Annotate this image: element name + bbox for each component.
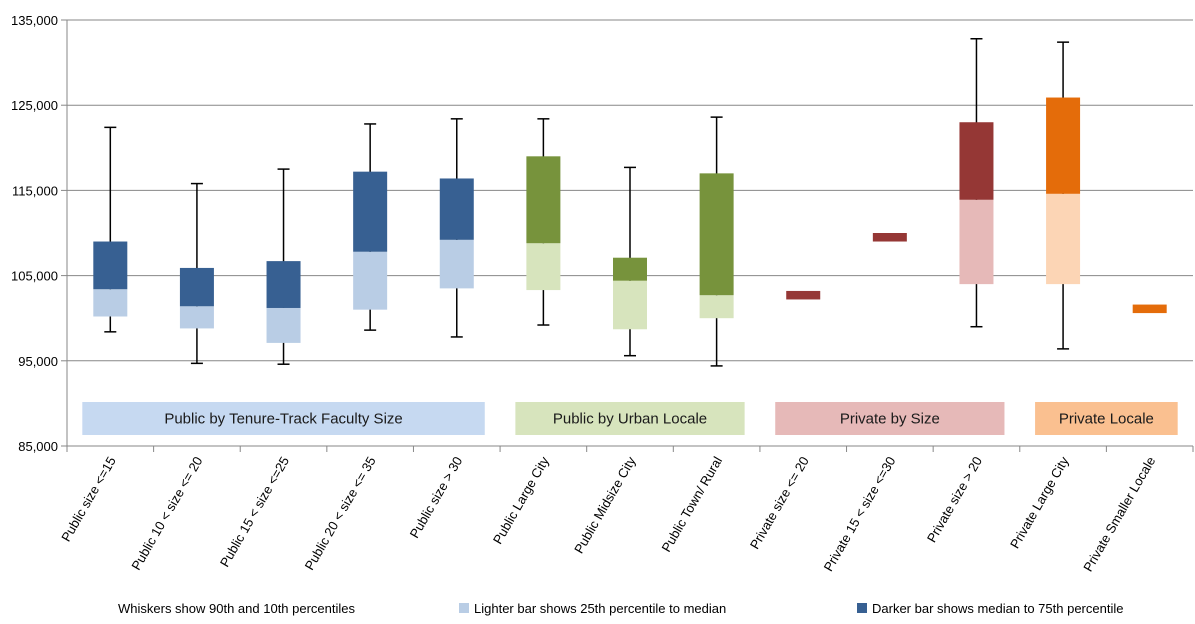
x-category-label: Private Smaller Locale	[1080, 454, 1158, 574]
group-label-background	[775, 402, 1005, 435]
box-1	[93, 126, 128, 333]
y-tick-label: 135,000	[11, 13, 58, 28]
box-4	[353, 123, 388, 331]
boxes	[93, 37, 1167, 367]
lower-box-p25-median	[266, 307, 301, 343]
upper-box-median-p75	[179, 267, 214, 307]
legend-item: Lighter bar shows 25th percentile to med…	[459, 601, 726, 616]
x-category-label: Public Midsize City	[571, 454, 639, 556]
upper-box-median-p75	[526, 156, 561, 244]
group-label-box: Public by Urban Locale	[515, 402, 745, 435]
upper-box-median-p75	[1132, 304, 1167, 314]
group-label-box: Public by Tenure-Track Faculty Size	[82, 402, 485, 435]
upper-box-median-p75	[266, 261, 301, 308]
legend-label: Whiskers show 90th and 10th percentiles	[118, 601, 356, 616]
group-label-box: Private by Size	[775, 402, 1005, 435]
lower-box-p25-median	[1046, 193, 1081, 285]
y-tick-label: 105,000	[11, 269, 58, 284]
box-10	[872, 233, 907, 242]
box-5	[439, 118, 474, 338]
legend-marker	[459, 603, 469, 613]
group-label-background	[515, 402, 745, 435]
y-tick-label: 125,000	[11, 98, 58, 113]
lower-box-p25-median	[93, 289, 128, 317]
upper-box-median-p75	[699, 173, 734, 296]
upper-box-median-p75	[786, 290, 821, 300]
legend-label: Lighter bar shows 25th percentile to med…	[474, 601, 726, 616]
lower-box-p25-median	[613, 280, 647, 330]
upper-box-median-p75	[93, 241, 128, 290]
x-category-label: Public 10 < size <= 20	[128, 454, 205, 573]
legend-marker	[857, 603, 867, 613]
upper-box-median-p75	[872, 233, 907, 242]
y-tick-label: 95,000	[18, 354, 58, 369]
box-7	[613, 166, 647, 357]
lower-box-p25-median	[959, 199, 994, 285]
group-label-text: Public by Urban Locale	[553, 411, 707, 428]
x-category-label: Public size > 30	[407, 454, 466, 541]
box-3	[266, 168, 301, 365]
box-9	[786, 290, 821, 300]
lower-box-p25-median	[353, 251, 388, 310]
legend-label: Darker bar shows median to 75th percenti…	[872, 601, 1123, 616]
category-labels: Public size <=15 Public 10 < size <= 20 Pu…	[58, 454, 1158, 575]
box-11	[959, 37, 994, 328]
legend: Whiskers show 90th and 10th percentiles L…	[118, 601, 1123, 616]
x-category-label: Public Town/ Rural	[659, 454, 726, 555]
group-label-text: Private by Size	[840, 411, 940, 428]
lower-box-p25-median	[526, 243, 561, 291]
x-category-label: Private size > 20	[924, 454, 985, 545]
box-12	[1046, 41, 1081, 350]
upper-box-median-p75	[353, 171, 388, 252]
y-tick-label: 85,000	[18, 439, 58, 454]
x-category-label: Public 15 < size <=25	[217, 454, 292, 569]
box-13	[1132, 304, 1167, 314]
group-label-background	[1035, 402, 1178, 435]
lower-box-p25-median	[439, 239, 474, 289]
group-label-background	[82, 402, 485, 435]
box-8	[699, 116, 734, 367]
x-category-label: Public 20 < size <= 35	[302, 454, 379, 573]
group-label-box: Private Locale	[1035, 402, 1178, 435]
group-labels: Public by Tenure-Track Faculty Size Publi…	[82, 402, 1178, 435]
lower-box-p25-median	[179, 306, 214, 329]
box-6	[526, 118, 561, 326]
legend-item: Darker bar shows median to 75th percenti…	[857, 601, 1123, 616]
upper-box-median-p75	[1046, 97, 1081, 194]
group-label-text: Public by Tenure-Track Faculty Size	[164, 411, 402, 428]
upper-box-median-p75	[613, 257, 647, 281]
x-category-label: Public Large City	[490, 454, 552, 547]
upper-box-median-p75	[959, 122, 994, 200]
legend-item: Whiskers show 90th and 10th percentiles	[118, 601, 356, 616]
group-label-text: Private Locale	[1059, 411, 1154, 428]
lower-box-p25-median	[699, 295, 734, 319]
x-category-label: Public size <=15	[58, 454, 119, 544]
upper-box-median-p75	[439, 178, 474, 240]
y-tick-label: 115,000	[12, 183, 58, 198]
x-category-label: Private size <= 20	[747, 454, 812, 552]
x-category-label: Private 15 < size <=30	[821, 454, 899, 574]
x-category-label: Private Large City	[1007, 454, 1072, 551]
axes: 85,000 95,000 105,000 115,000 125,000 135,000	[11, 13, 1194, 454]
box-2	[179, 182, 214, 365]
